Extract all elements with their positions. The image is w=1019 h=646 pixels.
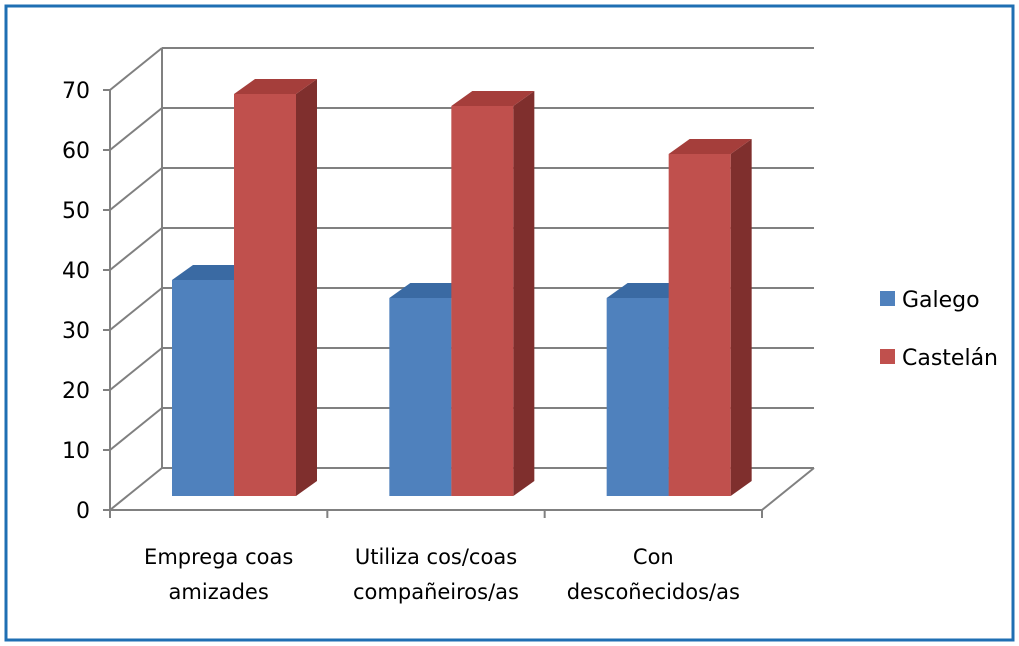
bar-front — [389, 298, 452, 496]
gridline-side — [109, 107, 163, 151]
bar-castelán-1 — [234, 79, 317, 496]
gridline-side — [109, 167, 163, 211]
bar-front — [668, 154, 731, 496]
legend: Galego Castelán — [880, 288, 998, 371]
legend-label: Castelán — [902, 346, 998, 371]
bar-side — [730, 139, 752, 496]
x-category-label: Emprega coas — [144, 545, 293, 569]
bar-side — [513, 91, 535, 496]
gridline-side — [109, 287, 163, 331]
x-category-label: Con — [633, 545, 674, 569]
bar-top — [668, 139, 752, 154]
y-tick-label: 10 — [62, 439, 90, 464]
legend-label: Galego — [902, 288, 980, 313]
gridline-side — [109, 467, 163, 511]
x-category-label: Utiliza cos/coas — [355, 545, 517, 569]
bar-side — [296, 79, 317, 496]
bar-front — [234, 94, 296, 496]
y-tick-label: 40 — [62, 259, 90, 284]
bar-top — [234, 79, 317, 94]
gridline-side — [109, 407, 163, 451]
y-tick-label: 20 — [62, 379, 90, 404]
bar-front — [606, 298, 669, 496]
bar-front — [172, 280, 234, 496]
y-tick-label: 30 — [62, 319, 90, 344]
bars — [172, 79, 752, 496]
x-category-label: compañeiros/as — [353, 580, 519, 604]
bar-top — [451, 91, 535, 106]
chart-walls — [109, 48, 815, 511]
legend-swatch — [880, 291, 895, 306]
y-axis-ticks: 0 10 20 30 40 50 60 70 — [62, 79, 90, 524]
y-tick-label: 60 — [62, 139, 90, 164]
x-category-label: descoñecidos/as — [567, 580, 740, 604]
x-category-label: amizades — [169, 580, 269, 604]
gridline-side — [109, 347, 163, 391]
bar-castelán-2 — [451, 91, 535, 496]
gridline-side — [109, 227, 163, 271]
y-tick-label: 0 — [76, 499, 90, 524]
bar-castelán-3 — [668, 139, 752, 496]
y-tick-label: 50 — [62, 199, 90, 224]
legend-swatch — [880, 349, 895, 364]
x-axis-labels: Emprega coas amizades Utiliza cos/coas comp… — [144, 545, 740, 604]
bar-front — [451, 106, 514, 496]
gridline-side — [109, 47, 163, 91]
y-tick-label: 70 — [62, 79, 90, 104]
floor-right-edge — [761, 467, 815, 511]
